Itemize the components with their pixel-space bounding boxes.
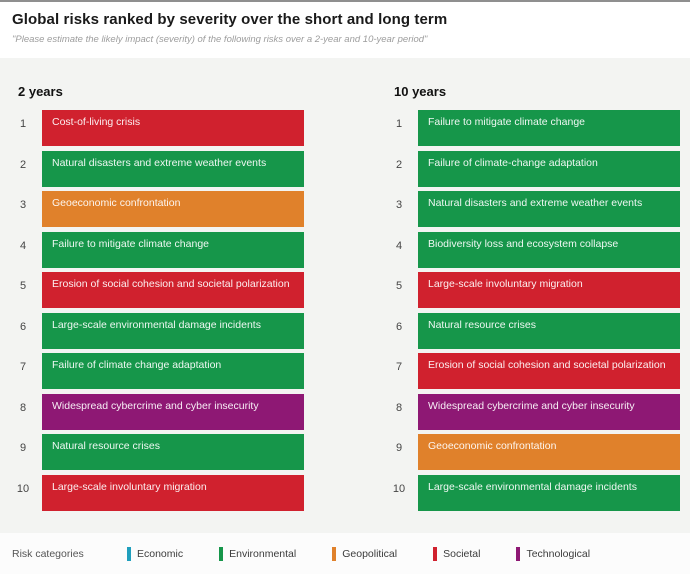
risk-bar: Geoeconomic confrontation [418,434,680,470]
risk-bar: Widespread cybercrime and cyber insecuri… [42,393,304,430]
risk-row: 6 Large-scale environmental damage incid… [4,312,304,349]
risk-rank: 8 [19,401,27,414]
risk-rank: 9 [395,442,403,454]
risk-rank: 5 [19,280,27,292]
legend-item: Technological [516,546,591,561]
risk-bar: Failure to mitigate climate change [418,110,680,146]
risk-row: 4 Biodiversity loss and ecosystem collap… [380,231,680,268]
risk-rank: 8 [395,401,403,414]
risk-row: 2 Failure of climate-change adaptation [380,150,680,187]
risk-bar: Erosion of social cohesion and societal … [418,353,680,389]
risk-bar: Natural disasters and extreme weather ev… [418,191,680,227]
risk-rank: 3 [19,199,27,211]
risk-rank: 10 [16,482,30,495]
risk-row: 7 Failure of climate change adaptation [4,353,304,389]
risk-bar: Geoeconomic confrontation [42,191,304,227]
risk-bar: Large-scale environmental damage inciden… [418,474,680,511]
legend-item-label: Economic [137,547,184,560]
risk-bar: Widespread cybercrime and cyber insecuri… [418,393,680,430]
column-2-years: 2 years 1 Cost-of-living crisis 2 Natura… [4,84,304,515]
category-color-swatch [433,546,438,561]
risk-rank: 10 [392,482,406,495]
ranking-panel: 2 years 1 Cost-of-living crisis 2 Natura… [0,58,690,533]
risk-rank: 3 [395,199,403,211]
figure-header: Global risks ranked by severity over the… [0,2,690,58]
risk-rank: 1 [19,118,27,130]
figure-subtitle: "Please estimate the likely impact (seve… [12,34,428,45]
category-color-swatch [127,546,131,561]
risk-row: 8 Widespread cybercrime and cyber insecu… [380,393,680,430]
risk-bar: Erosion of social cohesion and societal … [42,272,304,308]
risk-bar: Failure to mitigate climate change [42,231,304,268]
column-10-years: 10 years 1 Failure to mitigate climate c… [380,84,680,515]
risk-row: 4 Failure to mitigate climate change [4,231,304,268]
risk-rank: 2 [395,158,403,171]
legend-item-label: Technological [526,547,591,560]
risk-rank: 7 [19,361,27,373]
risk-row: 10 Large-scale involuntary migration [4,474,304,511]
legend-item: Environmental [219,546,297,561]
risk-rank: 5 [395,280,403,292]
category-color-swatch [332,546,337,561]
legend-item: Economic [127,546,184,561]
risk-bar: Biodiversity loss and ecosystem collapse [418,231,680,268]
category-color-swatch [516,546,521,561]
risk-row: 2 Natural disasters and extreme weather … [4,150,304,187]
column-header-10-years: 10 years [394,84,447,99]
risk-rank: 7 [395,361,403,373]
risk-rank: 4 [19,239,27,252]
risk-rank: 4 [395,239,403,252]
risk-bar: Natural resource crises [418,312,680,349]
risk-row: 9 Geoeconomic confrontation [380,434,680,470]
risk-bar: Natural disasters and extreme weather ev… [42,150,304,187]
risk-row: 1 Cost-of-living crisis [4,110,304,146]
column-header-2-years: 2 years [18,84,63,99]
risk-list-10-years: 1 Failure to mitigate climate change 2 F… [380,110,680,511]
legend-item: Societal [433,546,481,561]
risk-row: 1 Failure to mitigate climate change [380,110,680,146]
figure-title: Global risks ranked by severity over the… [12,11,448,28]
legend-item-label: Societal [443,547,481,560]
risk-bar: Failure of climate-change adaptation [418,150,680,187]
risk-bar: Natural resource crises [42,434,304,470]
risk-rank: 6 [395,320,403,333]
risk-list-2-years: 1 Cost-of-living crisis 2 Natural disast… [4,110,304,511]
risk-bar: Cost-of-living crisis [42,110,304,146]
legend-item: Geopolitical [332,546,398,561]
legend: Risk categories Economic Environmental G… [0,533,690,574]
risk-row: 7 Erosion of social cohesion and societa… [380,353,680,389]
risk-row: 5 Erosion of social cohesion and societa… [4,272,304,308]
risk-bar: Large-scale involuntary migration [418,272,680,308]
legend-item-label: Geopolitical [342,547,398,560]
risk-bar: Large-scale involuntary migration [42,474,304,511]
risk-row: 10 Large-scale environmental damage inci… [380,474,680,511]
legend-item-label: Environmental [229,547,297,560]
risk-bar: Failure of climate change adaptation [42,353,304,389]
risk-row: 3 Geoeconomic confrontation [4,191,304,227]
risk-row: 5 Large-scale involuntary migration [380,272,680,308]
risk-row: 3 Natural disasters and extreme weather … [380,191,680,227]
risk-bar: Large-scale environmental damage inciden… [42,312,304,349]
risk-row: 6 Natural resource crises [380,312,680,349]
risk-rank: 6 [19,320,27,333]
ranking-columns: 2 years 1 Cost-of-living crisis 2 Natura… [4,84,680,515]
legend-items: Economic Environmental Geopolitical Soci… [127,546,626,561]
risk-row: 9 Natural resource crises [4,434,304,470]
risk-rank: 2 [19,158,27,171]
category-color-swatch [219,546,224,561]
risk-rank: 9 [19,442,27,454]
risk-rank: 1 [395,118,403,130]
risk-row: 8 Widespread cybercrime and cyber insecu… [4,393,304,430]
legend-label: Risk categories [12,547,84,560]
